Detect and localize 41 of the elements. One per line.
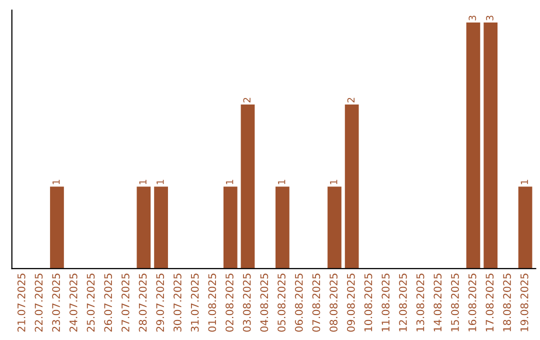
x-tick-label: 10.08.2025: [364, 274, 372, 332]
data-label: 1: [139, 180, 146, 184]
data-label: 3: [486, 16, 494, 20]
x-tick-label: 13.08.2025: [416, 274, 424, 332]
x-tick-label: 29.07.2025: [156, 274, 164, 332]
x-tick-label: 12.08.2025: [399, 274, 407, 332]
data-label: 1: [330, 180, 338, 184]
x-tick-label: 08.08.2025: [330, 274, 338, 332]
x-tick-label: 15.08.2025: [451, 274, 459, 332]
x-tick-label: 16.08.2025: [468, 274, 476, 332]
data-label: 1: [278, 180, 286, 184]
data-label: 1: [520, 180, 528, 184]
data-label: 1: [226, 180, 234, 184]
x-tick-label: 14.08.2025: [434, 274, 442, 332]
data-label: 1: [156, 180, 164, 184]
x-tick-label: 17.08.2025: [486, 274, 494, 332]
x-tick-label: 19.08.2025: [520, 274, 528, 332]
x-tick-label: 11.08.2025: [382, 274, 390, 332]
x-tick-label: 07.08.2025: [312, 274, 320, 332]
x-tick-label: 06.08.2025: [294, 274, 303, 332]
data-label: 2: [243, 98, 250, 102]
x-tick-label: 21.07.2025: [17, 274, 26, 332]
data-label: 2: [347, 98, 355, 102]
x-tick-label: 04.08.2025: [260, 274, 268, 332]
x-tick-label: 30.07.2025: [174, 274, 182, 332]
x-tick-label: 18.08.2025: [503, 274, 511, 332]
x-tick-label: 26.07.2025: [104, 274, 112, 332]
data-label: 1: [52, 180, 60, 184]
data-label: 3: [468, 16, 476, 20]
x-tick-label: 27.07.2025: [121, 274, 130, 332]
x-tick-label: 01.08.2025: [208, 274, 216, 332]
x-tick-label: 05.08.2025: [278, 274, 286, 332]
x-tick-label: 09.08.2025: [346, 274, 355, 332]
x-tick-label: 24.07.2025: [69, 274, 78, 332]
x-tick-label: 02.08.2025: [226, 274, 234, 332]
x-tick-label: 22.07.2025: [34, 274, 43, 332]
x-tick-label: 31.07.2025: [190, 274, 199, 332]
x-tick-label: 25.07.2025: [86, 274, 95, 332]
x-tick-label: 23.07.2025: [52, 274, 60, 332]
x-tick-label: 28.07.2025: [138, 274, 147, 332]
x-tick-label: 03.08.2025: [242, 274, 251, 332]
